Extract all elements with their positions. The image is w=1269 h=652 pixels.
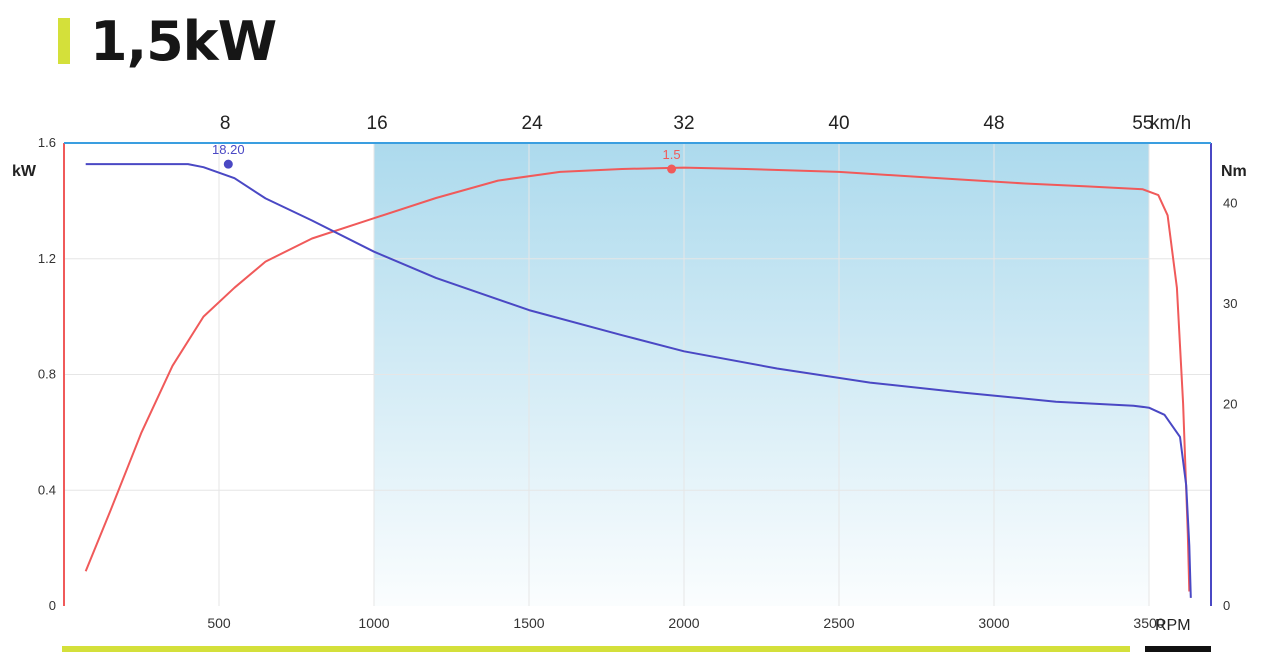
right-tick-label: 20 bbox=[1223, 397, 1237, 412]
page-title: 1,5kW bbox=[90, 9, 277, 73]
top-tick-label: 24 bbox=[522, 113, 544, 134]
x-tick-label: 3500 bbox=[1133, 615, 1164, 631]
torque-curve bbox=[85, 163, 1192, 598]
title-block: 1,5kW bbox=[58, 9, 277, 73]
power-curve bbox=[84, 166, 1191, 592]
left-axis-label: kW bbox=[12, 163, 37, 180]
bottom-accent-band bbox=[62, 646, 1130, 652]
left-tick-label: 0 bbox=[49, 598, 56, 613]
top-tick-label: 55 bbox=[1132, 113, 1153, 134]
left-tick-label: 0.8 bbox=[38, 367, 56, 382]
power-curve-peak-label: 1.5 bbox=[663, 147, 681, 162]
top-tick-label: 8 bbox=[220, 113, 231, 134]
torque-curve-peak-label: 18.20 bbox=[212, 142, 245, 157]
power-curve-peak-marker bbox=[667, 164, 677, 174]
right-tick-label: 30 bbox=[1223, 296, 1237, 311]
top-tick-label: 48 bbox=[983, 113, 1004, 134]
x-axis-label: RPM bbox=[1155, 617, 1191, 634]
top-tick-label: 32 bbox=[673, 113, 694, 134]
x-tick-label: 500 bbox=[207, 615, 231, 631]
accent-bar bbox=[58, 18, 70, 64]
bottom-dark-band bbox=[1145, 646, 1211, 652]
x-tick-label: 2000 bbox=[668, 615, 699, 631]
right-axis-label: Nm bbox=[1221, 163, 1247, 180]
x-tick-label: 1500 bbox=[513, 615, 544, 631]
right-tick-label: 0 bbox=[1223, 598, 1230, 613]
x-tick-label: 2500 bbox=[823, 615, 854, 631]
top-axis-label: km/h bbox=[1150, 113, 1191, 134]
torque-curve-peak-marker bbox=[223, 159, 233, 169]
left-tick-label: 1.6 bbox=[38, 135, 56, 150]
left-tick-label: 1.2 bbox=[38, 251, 56, 266]
left-tick-label: 0.4 bbox=[38, 482, 56, 497]
x-tick-label: 1000 bbox=[358, 615, 389, 631]
top-tick-label: 40 bbox=[828, 113, 849, 134]
x-tick-label: 3000 bbox=[978, 615, 1009, 631]
right-tick-label: 40 bbox=[1223, 195, 1237, 210]
top-tick-label: 16 bbox=[367, 113, 388, 134]
